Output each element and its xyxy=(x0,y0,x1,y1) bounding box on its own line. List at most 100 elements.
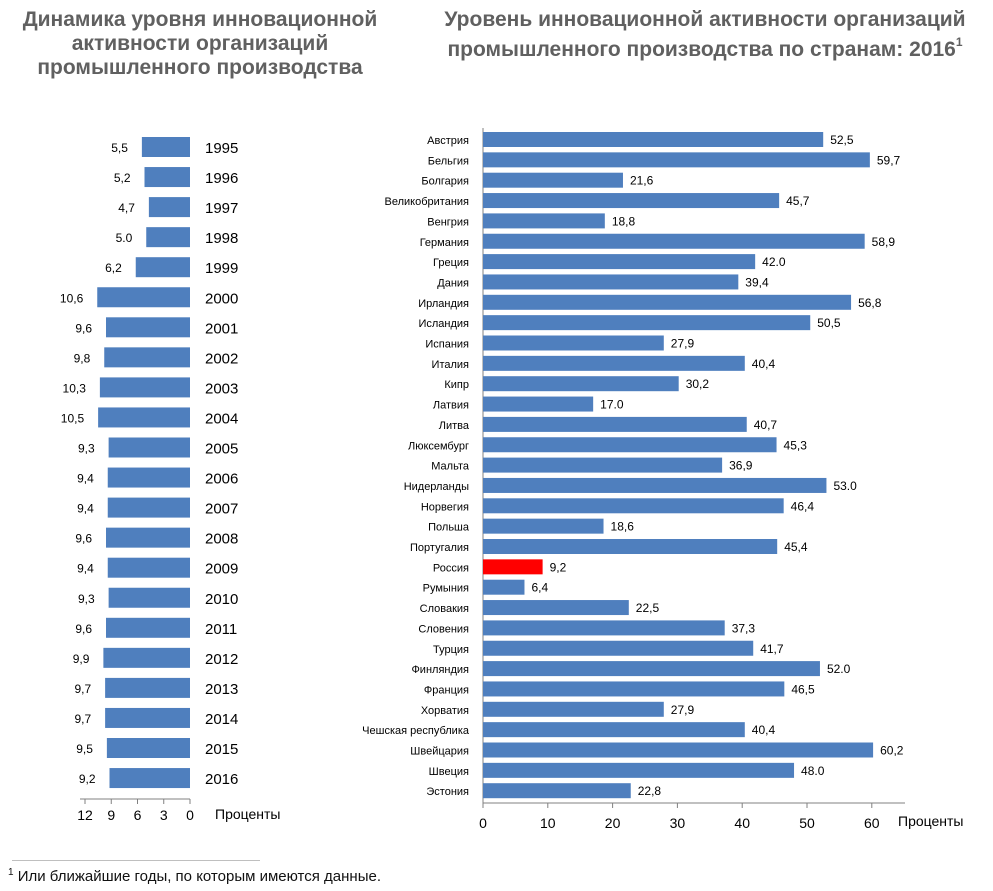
right-category-label: Финляндия xyxy=(411,664,469,676)
footnote-mark: 1 xyxy=(8,867,14,878)
right-value-label: 50,5 xyxy=(817,316,841,330)
left-value-label-2008: 9,6 xyxy=(75,532,92,546)
right-category-label: Австрия xyxy=(427,135,469,147)
right-category-label: Кипр xyxy=(444,379,469,391)
right-x-tick-label: 0 xyxy=(479,815,487,831)
right-value-label: 53.0 xyxy=(833,479,857,493)
left-year-label-2005: 2005 xyxy=(205,441,238,458)
right-chart-title: Уровень инновационной активности организ… xyxy=(420,8,990,62)
right-value-label: 48.0 xyxy=(801,764,825,778)
right-category-label: Россия xyxy=(433,562,469,574)
right-category-label: Чешская республика xyxy=(362,725,470,737)
left-year-label-1996: 1996 xyxy=(205,170,238,187)
right-x-tick-label: 30 xyxy=(670,815,686,831)
right-bar-Турция xyxy=(483,640,754,656)
right-bar-Швеция xyxy=(483,762,795,778)
left-year-label-1998: 1998 xyxy=(205,230,238,247)
left-year-label-1999: 1999 xyxy=(205,260,238,277)
right-category-label: Румыния xyxy=(423,583,469,595)
right-value-label: 59,7 xyxy=(877,153,901,167)
right-x-tick-label: 20 xyxy=(605,815,621,831)
left-x-axis-label: Проценты xyxy=(215,806,281,822)
right-value-label: 39,4 xyxy=(745,275,769,289)
left-value-label-2015: 9,5 xyxy=(76,742,93,756)
right-category-label: Люксембург xyxy=(408,440,469,452)
right-value-label: 18,6 xyxy=(611,520,635,534)
left-bar-1998 xyxy=(146,227,190,248)
right-bar-Литва xyxy=(483,416,747,432)
left-value-label-2009: 9,4 xyxy=(77,562,94,576)
footnote-text: Или ближайшие годы, по которым имеются д… xyxy=(13,868,381,885)
footnote-divider xyxy=(12,860,260,861)
right-bar-Великобритания xyxy=(483,193,780,209)
left-year-label-2014: 2014 xyxy=(205,711,238,728)
left-year-label-2007: 2007 xyxy=(205,501,238,518)
left-value-label-2013: 9,7 xyxy=(74,682,91,696)
left-bar-2001 xyxy=(106,317,190,338)
left-bar-2003 xyxy=(99,377,190,398)
right-value-label: 22,5 xyxy=(636,601,660,615)
right-bar-Люксембург xyxy=(483,437,777,453)
left-year-label-2000: 2000 xyxy=(205,290,238,307)
right-category-label: Норвегия xyxy=(421,501,469,513)
right-bar-Венгрия xyxy=(483,213,605,229)
left-value-label-2012: 9,9 xyxy=(73,652,90,666)
right-category-label: Швеция xyxy=(429,766,469,778)
left-bar-1996 xyxy=(144,167,190,188)
right-bar-Австрия xyxy=(483,132,824,147)
right-bar-Хорватия xyxy=(483,701,664,717)
left-year-label-2009: 2009 xyxy=(205,561,238,578)
right-category-label: Нидерланды xyxy=(404,481,469,493)
left-value-label-2011: 9,6 xyxy=(75,622,92,636)
left-bar-1997 xyxy=(148,197,190,218)
right-value-label: 46,4 xyxy=(791,499,815,513)
right-category-label: Португалия xyxy=(410,542,469,554)
left-x-tick-label: 3 xyxy=(160,807,168,823)
right-category-label: Исландия xyxy=(418,318,469,330)
left-value-label-1999: 6,2 xyxy=(105,261,122,275)
left-bar-2006 xyxy=(107,467,190,488)
right-category-label: Турция xyxy=(433,644,469,656)
left-x-tick-label: 9 xyxy=(107,807,115,823)
left-year-label-2013: 2013 xyxy=(205,681,238,698)
left-bar-1999 xyxy=(135,257,190,278)
right-category-label: Литва xyxy=(439,420,470,432)
right-category-label: Болгария xyxy=(421,176,469,188)
right-value-label: 45,7 xyxy=(786,194,810,208)
right-category-label: Франция xyxy=(424,684,469,696)
right-bar-Эстония xyxy=(483,783,631,799)
right-bar-Мальта xyxy=(483,457,723,473)
right-value-label: 21,6 xyxy=(630,174,654,188)
right-bar-Финляндия xyxy=(483,661,820,677)
right-category-label: Греция xyxy=(433,257,469,269)
left-year-label-2015: 2015 xyxy=(205,741,238,758)
right-value-label: 45,4 xyxy=(784,540,808,554)
left-bar-2015 xyxy=(106,738,190,758)
right-value-label: 27,9 xyxy=(671,703,695,717)
left-value-label-1998: 5.0 xyxy=(116,231,133,245)
right-bar-Швейцария xyxy=(483,742,874,758)
left-year-label-2004: 2004 xyxy=(205,410,238,427)
right-value-label: 40,7 xyxy=(754,418,778,432)
left-chart-title: Динамика уровня инновационной активности… xyxy=(22,8,378,79)
left-x-tick-label: 6 xyxy=(134,807,142,823)
left-bar-2007 xyxy=(107,497,190,518)
right-bar-Польша xyxy=(483,518,604,534)
right-bar-Румыния xyxy=(483,579,525,595)
left-value-label-2003: 10,3 xyxy=(63,381,87,395)
right-bar-Исландия xyxy=(483,315,811,331)
right-value-label: 58,9 xyxy=(872,235,896,249)
left-year-label-1995: 1995 xyxy=(205,140,238,157)
footnote: 1 Или ближайшие годы, по которым имеются… xyxy=(8,867,381,885)
right-bar-Испания xyxy=(483,335,664,351)
left-bar-2009 xyxy=(107,557,190,578)
left-bar-2013 xyxy=(105,677,190,698)
left-year-label-2006: 2006 xyxy=(205,471,238,488)
left-year-label-2001: 2001 xyxy=(205,320,238,337)
right-value-label: 40,4 xyxy=(752,723,776,737)
right-category-label: Ирландия xyxy=(418,298,469,310)
left-bar-2004 xyxy=(98,407,190,428)
left-value-label-2007: 9,4 xyxy=(77,502,94,516)
left-value-label-1997: 4,7 xyxy=(118,201,135,215)
right-bar-Нидерланды xyxy=(483,477,827,493)
